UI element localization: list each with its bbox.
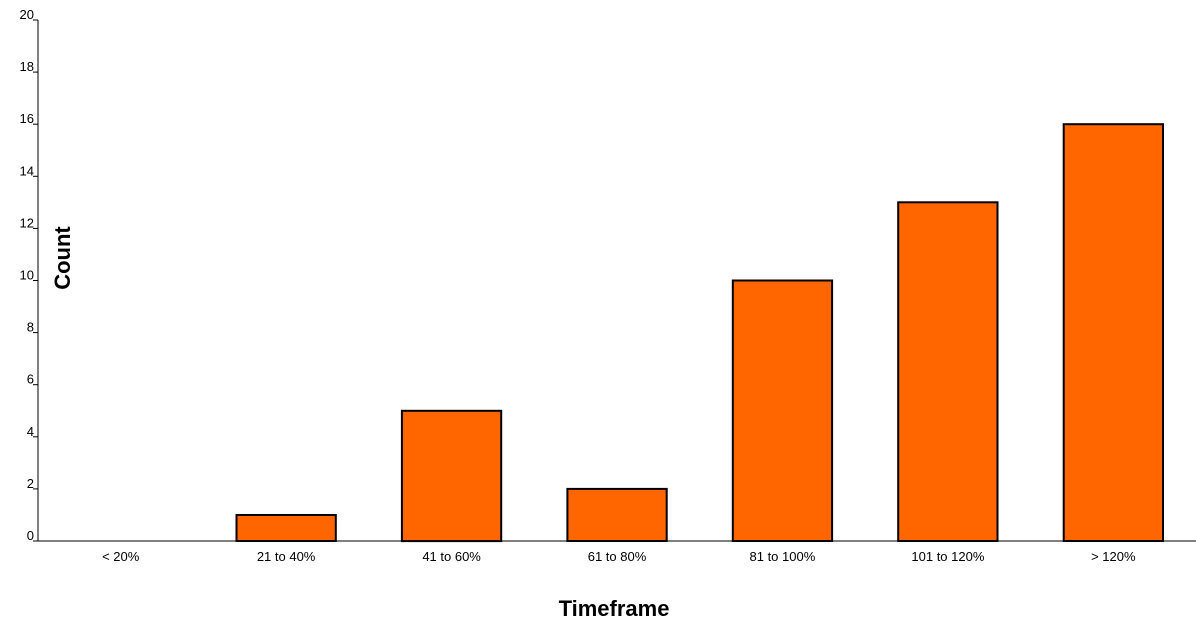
bar [731, 279, 834, 542]
x-tick-label: 41 to 60% [422, 549, 481, 564]
y-tick-label: 16 [20, 111, 34, 126]
bars-layer [235, 123, 1164, 543]
y-tick-label: 10 [20, 268, 34, 283]
x-tick-label: 21 to 40% [257, 549, 316, 564]
y-tick-label: 6 [27, 372, 34, 387]
y-tick-label: 0 [27, 528, 34, 543]
x-tick-label: 81 to 100% [750, 549, 816, 564]
x-axis-title: Timeframe [559, 596, 670, 621]
bar [897, 201, 999, 543]
axes-layer: < 20% 21 to 40% 41 to 60% 61 to 80% 81 to 10… [20, 7, 1196, 564]
x-tick-label: > 120% [1091, 549, 1136, 564]
x-tick-label: 61 to 80% [588, 549, 647, 564]
bar [235, 514, 337, 542]
x-tick-label: 101 to 120% [911, 549, 984, 564]
x-tick-label: < 20% [102, 549, 140, 564]
y-tick-label: 12 [20, 215, 34, 230]
y-tick-label: 2 [27, 476, 34, 491]
y-tick-label: 8 [27, 320, 34, 335]
bar [400, 409, 503, 543]
y-tick-label: 18 [20, 59, 34, 74]
bar [1062, 123, 1164, 542]
y-tick-label: 4 [27, 424, 34, 439]
y-axis-title: Count [50, 226, 75, 290]
bar [566, 487, 668, 542]
y-tick-label: 20 [20, 7, 34, 22]
y-tick-label: 14 [20, 163, 34, 178]
